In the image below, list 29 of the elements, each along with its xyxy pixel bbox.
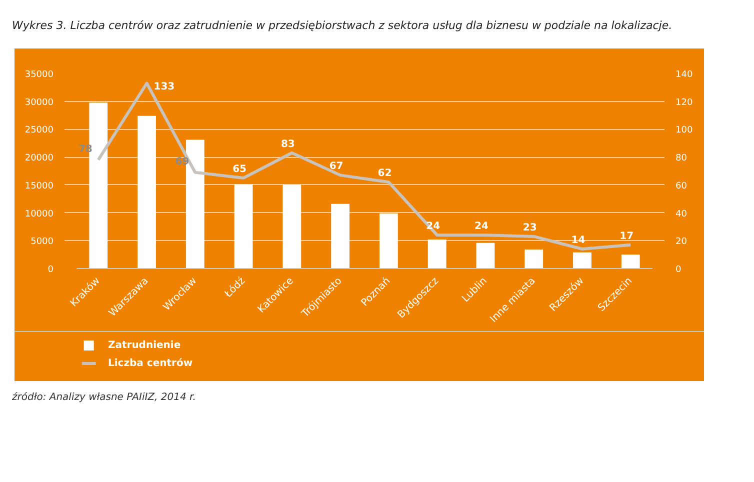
data-label: 67 <box>329 160 344 172</box>
text: źródło: Analizy własne PAIiIZ, 2014 r. <box>12 390 196 405</box>
y-tick-label: 10000 <box>24 208 54 219</box>
y2-tick-label: 140 <box>676 70 693 80</box>
data-label: 24 <box>474 220 488 232</box>
y-tick-label: 5000 <box>30 236 54 247</box>
y-tick-label: 15000 <box>24 181 54 192</box>
legend-label: Liczba centrów <box>108 358 193 369</box>
y2-tick-label: 0 <box>676 264 682 275</box>
y2-tick-label: 60 <box>676 181 688 192</box>
data-label: 62 <box>378 168 392 179</box>
y-tick-label: 25000 <box>24 125 54 136</box>
y2-tick-label: 20 <box>676 236 688 247</box>
y-tick-label: 20000 <box>24 153 54 164</box>
y2-tick-label: 100 <box>676 125 693 136</box>
y2-tick-label: 120 <box>676 98 693 108</box>
y-tick-label: 0 <box>48 264 54 275</box>
y2-tick-label: 40 <box>676 208 688 219</box>
data-label: 17 <box>620 230 634 242</box>
data-label: 23 <box>522 222 537 234</box>
data-label: 133 <box>154 80 175 92</box>
y-tick-label: 30000 <box>24 98 54 108</box>
y2-tick-label: 80 <box>676 153 688 164</box>
legend-label: Zatrudnienie <box>108 340 181 351</box>
data-label: 65 <box>232 164 247 175</box>
y-tick-label: 35000 <box>24 70 54 80</box>
chart-title: Wykres 3. Liczba centrów oraz zatrudnienie w przedsiębiorstwach z sektora usług dla biznesu w podziale na lokalizacje. <box>12 18 672 34</box>
data-label: 83 <box>280 138 295 150</box>
line-series <box>96 81 632 250</box>
